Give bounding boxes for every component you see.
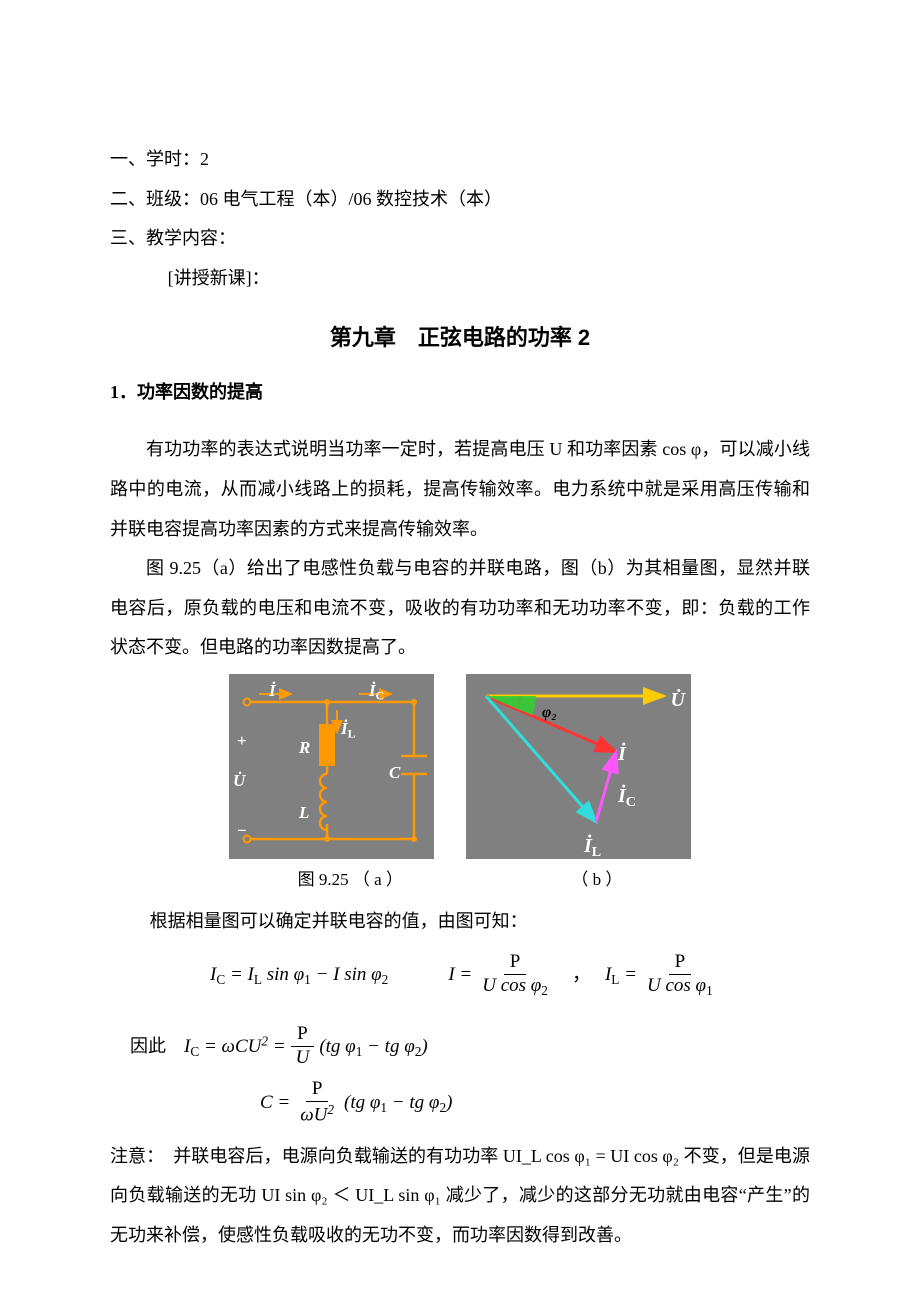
section-heading: 1．功率因数的提高 (110, 373, 810, 413)
page: 一、学时：2 二、班级：06 电气工程（本）/06 数控技术（本） 三、教学内容… (0, 0, 920, 1315)
label-IL: İL (341, 710, 356, 747)
phasor-svg (466, 674, 691, 859)
label-plus: + (237, 722, 247, 759)
label-ICv: İC (618, 774, 636, 819)
eq2-den: U (290, 1047, 316, 1069)
lecture-tag: [讲授新课]： (110, 259, 810, 299)
meta-hours: 一、学时：2 (110, 140, 810, 180)
eq1-right-num: P (669, 952, 692, 975)
para-2: 图 9.25（a）给出了电感性负载与电容的并联电路，图（b）为其相量图，显然并联… (110, 549, 810, 668)
label-I: İ (269, 672, 276, 709)
caption-a: 图 9.25 （ a ） (298, 870, 403, 889)
label-L: L (299, 794, 309, 831)
chapter-title: 第九章 正弦电路的功率 2 (110, 314, 810, 362)
label-Iv: İ (618, 732, 626, 776)
label-ILv: İL (584, 824, 601, 869)
caption-b: （ b ） (571, 870, 622, 889)
figure-row: İ İC İL + U̇ − R L C (110, 674, 810, 859)
label-Uv: U̇ (671, 678, 685, 722)
phasor-diagram: U̇ φ₂ İ İC İL (466, 674, 691, 859)
equation-1: IC = IL sin φ1 − I sin φ2 I = PU cos φ2 … (210, 952, 810, 999)
note-para: 注意： 并联电容后，电源向负载输送的有功功率 UI_L cos φ₁ = UI … (110, 1137, 810, 1256)
meta-content: 三、教学内容： (110, 219, 810, 259)
equation-2: 因此 IC = ωCU2 = PU (tg φ1 − tg φ2) (130, 1024, 810, 1069)
para-1: 有功功率的表达式说明当功率一定时，若提高电压 U 和功率因素 cos φ，可以减… (110, 430, 810, 549)
equation-3: C = PωU2 (tg φ1 − tg φ2) (260, 1079, 810, 1126)
label-phi2: φ₂ (542, 695, 557, 730)
label-R: R (299, 729, 310, 766)
label-minus: − (237, 812, 247, 849)
eq1-comma: ， (572, 954, 591, 996)
eq2-num: P (291, 1024, 314, 1047)
circuit-diagram: İ İC İL + U̇ − R L C (229, 674, 434, 859)
eq1-mid-num: P (504, 952, 527, 975)
meta-class: 二、班级：06 电气工程（本）/06 数控技术（本） (110, 180, 810, 220)
circuit-svg (229, 674, 434, 859)
eq2-lead: 因此 (130, 1027, 166, 1067)
after-figure-line: 根据相量图可以确定并联电容的值，由图可知： (110, 902, 810, 942)
label-U: U̇ (233, 762, 245, 799)
figure-caption: 图 9.25 （ a ） （ b ） (110, 861, 810, 898)
eq3-num: P (306, 1079, 329, 1102)
label-IC: İC (369, 672, 384, 709)
label-C: C (389, 754, 400, 791)
